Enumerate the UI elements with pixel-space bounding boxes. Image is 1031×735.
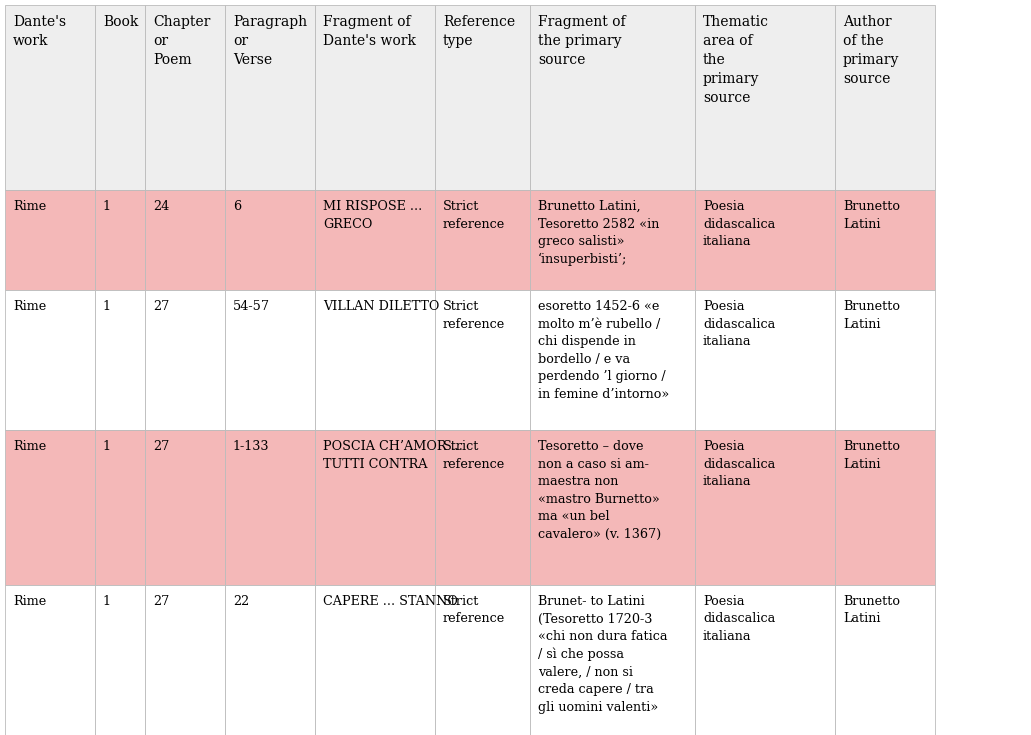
Text: Rime: Rime — [13, 595, 46, 608]
Bar — [145, 5, 225, 190]
Text: 1: 1 — [103, 200, 111, 213]
Bar — [695, 190, 835, 290]
Text: 1: 1 — [103, 440, 111, 453]
Text: 1-133: 1-133 — [233, 440, 269, 453]
Bar — [695, 430, 835, 585]
Text: Poesia
didascalica
italiana: Poesia didascalica italiana — [703, 440, 775, 488]
Bar — [835, 190, 935, 290]
Text: 1: 1 — [103, 300, 111, 313]
Text: 1: 1 — [103, 595, 111, 608]
Bar — [145, 585, 225, 735]
Text: Rime: Rime — [13, 200, 46, 213]
Text: Strict
reference: Strict reference — [443, 440, 505, 470]
Bar — [435, 5, 530, 190]
Text: Poesia
didascalica
italiana: Poesia didascalica italiana — [703, 595, 775, 643]
Text: POSCIA CH’AMOR ...
TUTTI CONTRA: POSCIA CH’AMOR ... TUTTI CONTRA — [323, 440, 463, 470]
Bar — [225, 290, 315, 430]
Bar — [95, 290, 145, 430]
Bar — [835, 585, 935, 735]
Text: MI RISPOSE ...
GRECO: MI RISPOSE ... GRECO — [323, 200, 423, 231]
Bar — [695, 5, 835, 190]
Bar — [5, 585, 95, 735]
Bar — [695, 290, 835, 430]
Bar — [95, 190, 145, 290]
Bar — [835, 290, 935, 430]
Bar — [315, 585, 435, 735]
Bar — [315, 5, 435, 190]
Text: Brunetto
Latini: Brunetto Latini — [843, 200, 900, 231]
Bar — [315, 190, 435, 290]
Bar — [530, 190, 695, 290]
Text: Fragment of
the primary
source: Fragment of the primary source — [538, 15, 626, 67]
Text: Brunetto
Latini: Brunetto Latini — [843, 300, 900, 331]
Text: Book: Book — [103, 15, 138, 29]
Bar — [530, 430, 695, 585]
Text: 27: 27 — [153, 440, 169, 453]
Text: 6: 6 — [233, 200, 241, 213]
Bar — [435, 585, 530, 735]
Bar — [435, 190, 530, 290]
Bar — [315, 430, 435, 585]
Text: 27: 27 — [153, 595, 169, 608]
Text: Dante's
work: Dante's work — [13, 15, 66, 48]
Text: Tesoretto – dove
non a caso si am-
maestra non
«mastro Burnetto»
ma «un bel
cava: Tesoretto – dove non a caso si am- maest… — [538, 440, 661, 540]
Bar — [225, 190, 315, 290]
Text: Poesia
didascalica
italiana: Poesia didascalica italiana — [703, 300, 775, 348]
Bar — [530, 585, 695, 735]
Text: Rime: Rime — [13, 440, 46, 453]
Text: 24: 24 — [153, 200, 169, 213]
Text: Brunetto Latini,
Tesoretto 2582 «in
greco salisti»
‘insuperbisti’;: Brunetto Latini, Tesoretto 2582 «in grec… — [538, 200, 660, 266]
Bar — [145, 190, 225, 290]
Bar — [435, 430, 530, 585]
Text: Paragraph
or
Verse: Paragraph or Verse — [233, 15, 307, 67]
Bar — [95, 585, 145, 735]
Text: Thematic
area of
the
primary
source: Thematic area of the primary source — [703, 15, 769, 105]
Text: 27: 27 — [153, 300, 169, 313]
Text: Poesia
didascalica
italiana: Poesia didascalica italiana — [703, 200, 775, 248]
Text: Strict
reference: Strict reference — [443, 300, 505, 331]
Text: VILLAN DILETTO: VILLAN DILETTO — [323, 300, 439, 313]
Text: esoretto 1452-6 «e
molto m’è rubello /
chi dispende in
bordello / e va
perdendo : esoretto 1452-6 «e molto m’è rubello / c… — [538, 300, 669, 401]
Bar — [145, 290, 225, 430]
Text: Reference
type: Reference type — [443, 15, 516, 48]
Bar — [5, 430, 95, 585]
Text: CAPERE ... STANNO: CAPERE ... STANNO — [323, 595, 458, 608]
Text: Rime: Rime — [13, 300, 46, 313]
Bar — [5, 290, 95, 430]
Text: Brunetto
Latini: Brunetto Latini — [843, 440, 900, 470]
Bar — [5, 5, 95, 190]
Bar — [225, 430, 315, 585]
Text: 54-57: 54-57 — [233, 300, 270, 313]
Bar — [530, 290, 695, 430]
Text: Chapter
or
Poem: Chapter or Poem — [153, 15, 210, 67]
Bar — [95, 430, 145, 585]
Bar — [435, 290, 530, 430]
Bar — [695, 585, 835, 735]
Text: Strict
reference: Strict reference — [443, 595, 505, 625]
Bar — [835, 5, 935, 190]
Text: Fragment of
Dante's work: Fragment of Dante's work — [323, 15, 415, 48]
Text: Brunetto
Latini: Brunetto Latini — [843, 595, 900, 625]
Bar — [5, 190, 95, 290]
Bar — [225, 585, 315, 735]
Bar — [835, 430, 935, 585]
Text: Brunet- to Latini
(Tesoretto 1720-3
«chi non dura fatica
/ sì che possa
valere, : Brunet- to Latini (Tesoretto 1720-3 «chi… — [538, 595, 667, 714]
Bar — [95, 5, 145, 190]
Bar — [530, 5, 695, 190]
Bar — [225, 5, 315, 190]
Bar — [315, 290, 435, 430]
Text: 22: 22 — [233, 595, 250, 608]
Text: Author
of the
primary
source: Author of the primary source — [843, 15, 899, 86]
Text: Strict
reference: Strict reference — [443, 200, 505, 231]
Bar — [145, 430, 225, 585]
